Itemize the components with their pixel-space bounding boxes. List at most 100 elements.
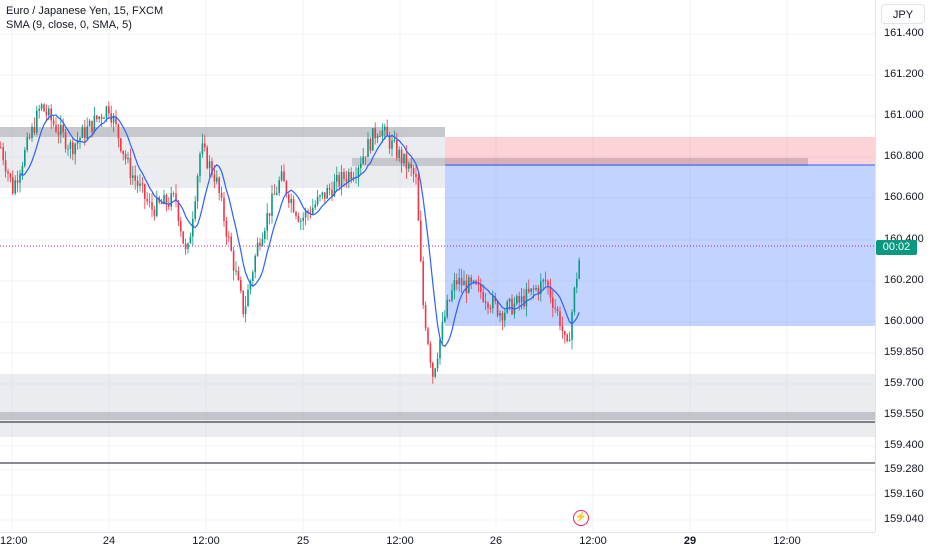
candle-body (201, 143, 204, 154)
candle-body (300, 220, 302, 222)
sma-line (19, 114, 580, 348)
candle-body (420, 220, 422, 262)
candle-body (480, 284, 482, 292)
candle-body (252, 272, 254, 281)
candle-body (153, 209, 156, 216)
candle-body (192, 218, 194, 237)
symbol-title[interactable]: Euro / Japanese Yen, 15, FXCM (6, 5, 164, 17)
candle-body (403, 153, 405, 164)
candle-body (271, 193, 273, 216)
candle-body (429, 343, 432, 363)
candle-body (571, 312, 573, 340)
candle-body (391, 140, 393, 149)
candle-body (535, 287, 537, 290)
candle-body (408, 163, 410, 169)
time-axis[interactable]: 12:00 24 12:00 25 12:00 26 12:00 29 12:00 (0, 532, 875, 551)
candle-body (244, 306, 247, 314)
candle-body (374, 128, 376, 139)
price-tick-label: 160.200 (884, 274, 924, 286)
candle-body (532, 288, 535, 290)
candle-body (336, 174, 338, 182)
candle-body (96, 115, 98, 120)
candle-body (100, 116, 103, 119)
candle-body (496, 301, 499, 316)
candle-body (492, 296, 494, 309)
candle-body (345, 179, 348, 182)
candle-body (55, 124, 57, 132)
price-tick-label: 160.600 (884, 191, 924, 203)
candle-body (45, 111, 48, 116)
candle-body (249, 280, 252, 290)
candle-body (290, 198, 292, 203)
candle-body (266, 213, 268, 231)
candle-body (556, 308, 559, 312)
candle-body (228, 236, 230, 238)
candle-body (343, 172, 345, 180)
candle-body (369, 139, 372, 151)
candle-body (360, 163, 362, 168)
candle-body (220, 193, 223, 198)
price-axis[interactable]: 161.400 161.200 161.000 160.800 160.600 160.4… (875, 0, 932, 532)
candle-body (463, 280, 465, 286)
currency-button[interactable]: JPY (881, 4, 925, 24)
candle-body (321, 192, 324, 196)
indicator-legend[interactable]: SMA (9, close, 0, SMA, 5) (6, 19, 132, 31)
candle-body (168, 204, 170, 207)
candle-body (184, 243, 187, 250)
candle-body (208, 161, 211, 169)
candle-body (453, 280, 456, 291)
chart-legend: Euro / Japanese Yen, 15, FXCM SMA (9, cl… (6, 4, 163, 32)
candle-body (218, 177, 220, 194)
candle-body (516, 295, 518, 304)
lightning-bolt-icon[interactable]: ⚡ (573, 510, 589, 526)
time-tick-label: 12:00 (579, 535, 607, 547)
bar-countdown-label: 00:02 (876, 240, 917, 255)
candle-body (523, 296, 525, 307)
candle-body (64, 132, 67, 149)
candle-body (487, 303, 489, 309)
time-tick-label: 29 (683, 535, 697, 547)
chart-canvas[interactable] (0, 0, 875, 532)
candle-body (436, 358, 439, 369)
candle-body (105, 106, 108, 119)
candle-body (547, 281, 549, 286)
candle-body (211, 161, 213, 175)
candle-body (225, 220, 228, 237)
candle-body (156, 197, 158, 216)
price-tick-label: 159.400 (884, 439, 924, 451)
candle-body (196, 176, 199, 202)
candle-body (129, 157, 132, 178)
candle-body (194, 201, 196, 219)
candle-body (117, 124, 120, 139)
candle-body (446, 300, 448, 317)
candle-body (84, 127, 86, 139)
candle-body (115, 116, 117, 125)
candle-body (319, 195, 321, 197)
candle-body (304, 211, 307, 218)
candle-body (465, 280, 468, 293)
candle-body (379, 135, 381, 137)
candle-body (477, 283, 480, 285)
time-tick-label: 26 (489, 535, 503, 547)
candle-body (187, 243, 189, 250)
candle-body (441, 321, 444, 340)
candle-body (362, 156, 364, 164)
time-tick-label: 12:00 (773, 535, 801, 547)
mid-resistance-line (352, 158, 808, 166)
candle-body (364, 156, 367, 158)
candle-body (324, 192, 326, 199)
candle-body (432, 362, 434, 377)
candle-body (472, 280, 475, 283)
candle-body (302, 217, 304, 221)
candle-body (103, 118, 105, 120)
candle-body (525, 289, 528, 307)
candle-body (528, 289, 530, 292)
candle-body (307, 211, 309, 213)
candle-body (427, 328, 429, 344)
candle-body (72, 142, 74, 155)
candle-body (172, 193, 175, 195)
candle-body (552, 297, 554, 308)
candle-body (482, 291, 484, 302)
candle-body (57, 131, 60, 135)
chart-area[interactable]: Euro / Japanese Yen, 15, FXCM SMA (9, cl… (0, 0, 875, 532)
